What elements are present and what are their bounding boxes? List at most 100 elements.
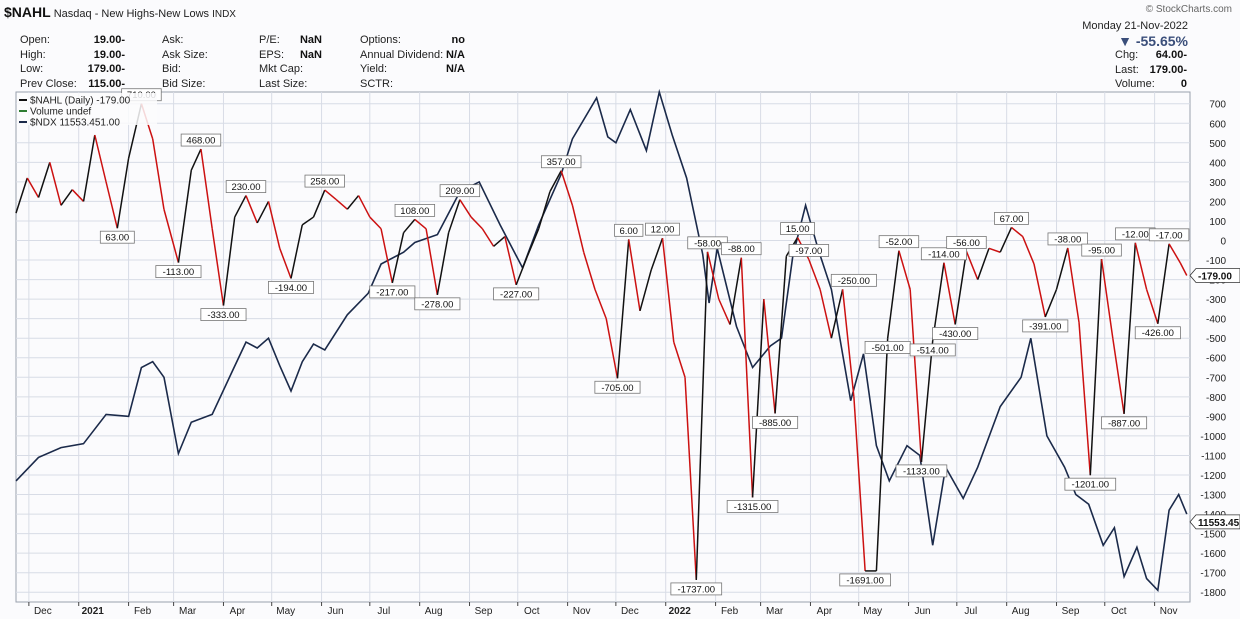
annotation-text: -17.00 (1156, 230, 1183, 241)
x-tick-label: May (276, 606, 295, 617)
x-tick-label: Jun (914, 606, 930, 617)
annotation-text: -52.00 (885, 237, 912, 248)
nahl-segment (15, 177, 28, 214)
nahl-segment (808, 259, 821, 290)
nahl-segment (301, 216, 314, 226)
annotations: 63.00710.00-113.00468.00-333.00230.00-19… (99, 88, 1190, 596)
nahl-segment (267, 201, 281, 249)
annotation-box (895, 464, 948, 478)
stat-label-right-1: Last: (1115, 63, 1139, 76)
annotation-label: 63.00 (99, 230, 135, 244)
legend-bg (17, 93, 157, 125)
nahl-segment (684, 377, 698, 580)
nahl-segment (582, 252, 596, 290)
annotation-text: -88.00 (728, 244, 755, 255)
annotation-text: -194.00 (275, 283, 307, 294)
stat-label-stats_pe-2: Mkt Cap: (259, 63, 304, 75)
annotation-text: 63.00 (105, 233, 129, 244)
stat-label-right-0: Chg: (1115, 49, 1139, 61)
annotation-box (1148, 228, 1190, 242)
nahl-segment (943, 262, 956, 325)
annotation-label: -514.00 (909, 343, 956, 356)
annotation-label: -1315.00 (726, 500, 779, 513)
exchange: INDX (212, 9, 236, 20)
y-tick-label: -1000 (1200, 432, 1226, 443)
y-tick-label: 100 (1209, 217, 1226, 228)
annotation-box (670, 582, 723, 596)
annotation-label: 15.00 (780, 222, 815, 235)
annotation-label: 258.00 (304, 174, 345, 188)
stat-label-stats_pe-1: EPS: (259, 48, 285, 61)
nahl-segment (650, 237, 664, 271)
annotation-text: -250.00 (838, 276, 870, 287)
nahl-segment (71, 189, 85, 202)
nahl-segment (515, 255, 529, 286)
annotation-box (200, 308, 247, 321)
y-tick-label: 300 (1209, 178, 1226, 189)
annotation-label: -1691.00 (839, 573, 891, 586)
annotation-text: -113.00 (163, 267, 195, 278)
nahl-segment (988, 247, 1001, 253)
plot-area (15, 91, 1191, 603)
y-tick-label: -100 (1206, 256, 1226, 267)
nahl-segment (335, 198, 348, 210)
nahl-segment (425, 228, 439, 295)
annotation-text: -95.00 (1088, 246, 1115, 257)
annotation-text: -114.00 (928, 249, 960, 260)
annotation-box (493, 287, 540, 301)
stat-label-stats_ask-0: Ask: (162, 34, 184, 46)
nahl-segment (999, 227, 1013, 253)
nahl-segment (729, 257, 743, 325)
nahl-segment (718, 298, 731, 325)
annotation-label: 12.00 (645, 222, 680, 236)
nahl-segment (312, 189, 326, 218)
nahl-segment (1145, 289, 1159, 324)
nahl-segment (245, 195, 258, 224)
annotation-label: -227.00 (493, 287, 540, 301)
annotation-text: -12.00 (1122, 229, 1149, 240)
ndx-series (15, 88, 1188, 593)
nahl-segment (234, 195, 247, 218)
nahl-segment (1134, 242, 1148, 290)
nahl-segment (1067, 247, 1080, 323)
y-tick-label: -1600 (1200, 549, 1226, 560)
y-tick-label: -800 (1206, 393, 1226, 404)
nahl-segment (222, 216, 236, 306)
nahl-segment (740, 257, 754, 498)
legend-entry: Volume undef (30, 107, 91, 118)
nahl-segment (537, 191, 551, 229)
y-tick-label: 400 (1209, 158, 1226, 169)
annotation-label: 108.00 (394, 204, 436, 217)
nahl-segment (116, 158, 130, 229)
nahl-segment (695, 251, 709, 580)
nahl-segment (909, 289, 923, 462)
nahl-segment (256, 201, 270, 224)
x-tick-label: Feb (134, 606, 152, 617)
nahl-segment (560, 170, 574, 206)
stat-label-stats_opt-2: Yield: (360, 63, 388, 75)
annotation-box (99, 230, 135, 244)
nahl-segment (94, 134, 107, 183)
annotation-box (594, 380, 641, 394)
nahl-segment (898, 250, 911, 290)
nahl-segment (875, 338, 889, 571)
annotation-label: -56.00 (946, 236, 987, 249)
nahl-segment (290, 224, 303, 279)
stat-label-right-2: Volume: (1115, 78, 1155, 90)
annotation-label: -1201.00 (1064, 477, 1117, 491)
nahl-segment (954, 251, 968, 325)
nahl-segment (819, 289, 833, 339)
legend-entry: $NDX 11553.451.00 (30, 118, 120, 129)
annotation-label: 6.00 (614, 223, 644, 237)
stat-label-stats_left-1: High: (20, 48, 46, 61)
annotation-label: -887.00 (1101, 416, 1148, 429)
annotation-label: 67.00 (994, 212, 1029, 225)
annotation-label: -17.00 (1148, 228, 1190, 242)
annotation-text: 258.00 (310, 177, 339, 188)
nahl-segment (1112, 338, 1125, 414)
nahl-segment (886, 250, 900, 339)
annotation-box (268, 281, 315, 294)
stat-label-stats_ask-1: Ask Size: (162, 48, 208, 61)
x-tick-label: Feb (721, 606, 739, 617)
nahl-segment (163, 209, 180, 263)
